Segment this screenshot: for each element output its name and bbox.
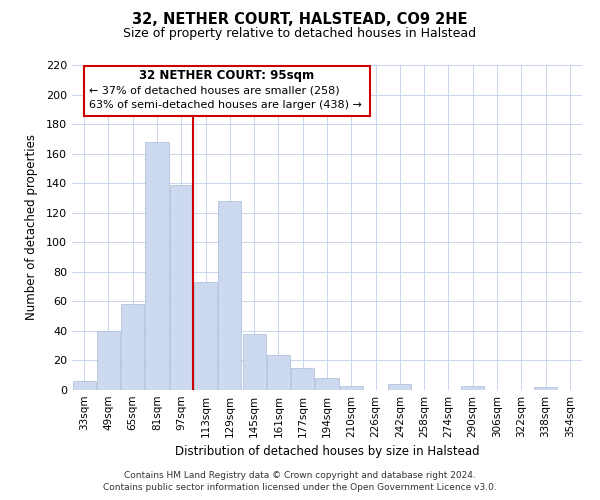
Text: Contains public sector information licensed under the Open Government Licence v3: Contains public sector information licen… — [103, 483, 497, 492]
Text: 32 NETHER COURT: 95sqm: 32 NETHER COURT: 95sqm — [139, 69, 314, 82]
Bar — [97, 331, 120, 390]
Bar — [340, 386, 363, 390]
Text: 63% of semi-detached houses are larger (438) →: 63% of semi-detached houses are larger (… — [89, 100, 362, 110]
Bar — [267, 354, 290, 390]
Y-axis label: Number of detached properties: Number of detached properties — [25, 134, 38, 320]
Bar — [121, 304, 144, 390]
Text: 32, NETHER COURT, HALSTEAD, CO9 2HE: 32, NETHER COURT, HALSTEAD, CO9 2HE — [132, 12, 468, 28]
FancyBboxPatch shape — [84, 66, 370, 116]
Text: Size of property relative to detached houses in Halstead: Size of property relative to detached ho… — [124, 28, 476, 40]
Bar — [316, 378, 338, 390]
Bar — [145, 142, 169, 390]
Bar — [73, 381, 95, 390]
Bar — [242, 334, 266, 390]
Bar — [291, 368, 314, 390]
Bar — [218, 201, 241, 390]
Bar — [534, 387, 557, 390]
Bar — [388, 384, 412, 390]
Bar — [194, 282, 217, 390]
Bar — [461, 386, 484, 390]
Text: Contains HM Land Registry data © Crown copyright and database right 2024.: Contains HM Land Registry data © Crown c… — [124, 472, 476, 480]
Text: ← 37% of detached houses are smaller (258): ← 37% of detached houses are smaller (25… — [89, 86, 340, 96]
Bar — [170, 184, 193, 390]
X-axis label: Distribution of detached houses by size in Halstead: Distribution of detached houses by size … — [175, 446, 479, 458]
